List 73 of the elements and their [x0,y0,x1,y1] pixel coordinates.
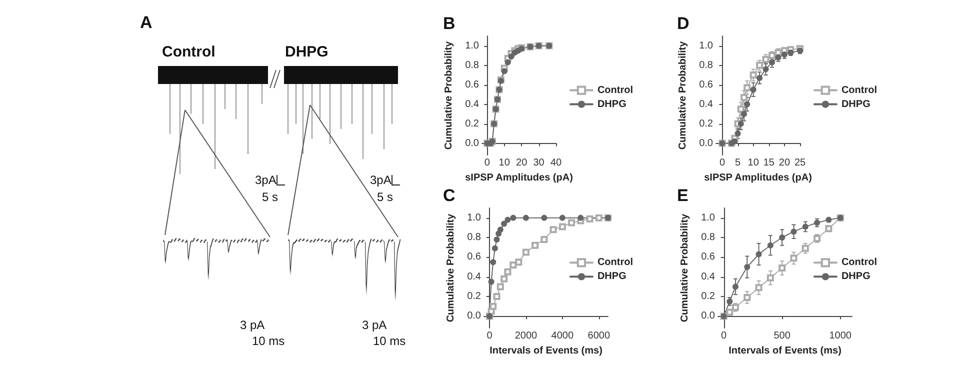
x-tick-label: 0 [484,158,490,168]
text: 10 ms [252,334,285,348]
text: 3 pA [240,318,265,332]
x-axis-title: Intervals of Events (ms) [728,345,842,356]
y-tick-label: 1.0 [465,40,480,52]
chart-title: C [443,186,456,205]
y-tick-label: 0.0 [701,310,716,322]
y-tick-label: 1.0 [467,212,482,224]
y-tick-label: 0.8 [699,60,714,71]
x-tick-label: 1000 [829,330,852,342]
y-axis-title: Cumulative Probability [680,213,690,322]
x-tick-label: 6000 [588,330,610,342]
y-tick-label: 0.2 [467,291,482,302]
x-tick-label: 25 [794,158,806,168]
x-tick-label: 0 [486,330,493,342]
y-tick-label: 0.6 [699,79,714,90]
y-axis-title: Cumulative Probability [444,40,454,150]
y-tick-label: 0.0 [467,310,482,322]
chart-title: B [443,14,456,33]
text: DHPG [285,44,328,60]
y-tick-label: 0.0 [699,138,714,149]
legend-label: DHPG [841,271,871,282]
y-tick-label: 0.6 [467,252,482,263]
y-tick-label: 0.6 [701,252,716,263]
y-tick-label: 0.2 [701,291,716,302]
y-tick-label: 0.4 [699,98,714,110]
x-tick-label: 500 [774,330,791,342]
text: 3pA [370,173,392,187]
y-tick-label: 0.6 [465,79,480,90]
text: 5 s [262,190,278,204]
x-axis-title: Intervals of Events (ms) [490,345,602,356]
y-tick-label: 0.8 [465,60,480,71]
x-tick-label: 10 [748,158,760,168]
y-tick-label: 0.4 [467,271,482,282]
text: 10 ms [373,334,406,348]
text: Control [162,44,216,60]
legend-label: DHPG [841,98,871,110]
x-tick-label: 30 [533,158,545,168]
legend-label: DHPG [597,271,627,282]
text: A [140,13,152,32]
x-tick-label: 0 [719,158,726,168]
x-tick-label: 0 [721,330,728,342]
x-tick-label: 5 [734,158,741,168]
legend-label: DHPG [597,98,627,110]
x-tick-label: 20 [778,158,790,168]
y-tick-label: 1.0 [701,212,716,224]
x-tick-label: 20 [516,158,528,168]
x-tick-label: 2000 [514,330,538,342]
y-axis-title: Cumulative Probability [446,213,456,322]
legend-label: Control [597,84,634,96]
x-axis-title: sIPSP Amplitudes (pA) [465,172,573,184]
legend-label: Control [841,84,878,96]
x-axis-title: sIPSP Amplitudes (pA) [704,172,812,184]
legend-label: Control [597,257,634,268]
y-axis-title: Cumulative Probability [678,40,688,150]
y-tick-label: 0.0 [465,138,480,149]
y-tick-label: 0.8 [467,232,482,244]
y-tick-label: 0.8 [701,232,716,244]
x-tick-label: 40 [550,158,562,168]
legend-label: Control [841,257,878,268]
y-tick-label: 0.2 [465,118,480,130]
text: 5 s [377,190,394,204]
y-tick-label: 0.4 [701,271,716,282]
y-tick-label: 0.4 [465,98,480,110]
y-tick-label: 0.2 [699,118,714,130]
x-tick-label: 10 [498,158,510,168]
chart-title: E [677,186,688,205]
text: 3 pA [362,318,387,332]
x-tick-label: 4000 [551,330,574,342]
chart-title: D [677,14,690,33]
text: 3pA [255,173,276,187]
x-tick-label: 15 [763,158,775,168]
y-tick-label: 1.0 [699,40,714,52]
